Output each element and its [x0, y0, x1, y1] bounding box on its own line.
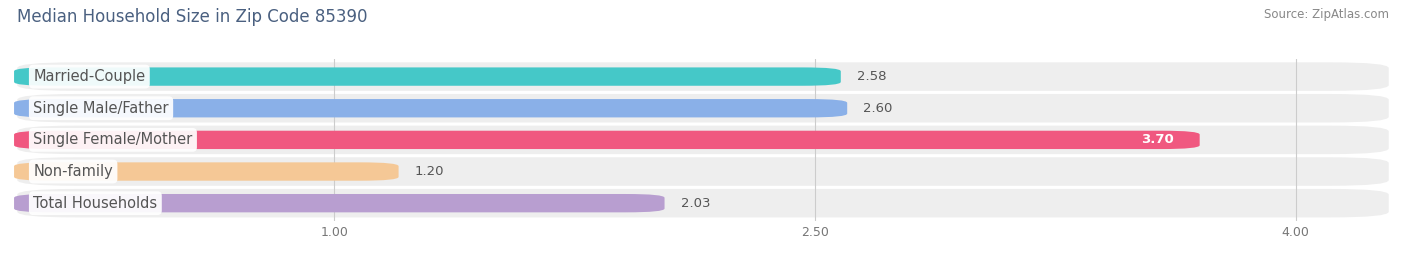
- FancyBboxPatch shape: [17, 94, 1389, 122]
- Text: 1.20: 1.20: [415, 165, 444, 178]
- FancyBboxPatch shape: [14, 194, 665, 212]
- FancyBboxPatch shape: [14, 68, 841, 86]
- FancyBboxPatch shape: [17, 157, 1389, 186]
- FancyBboxPatch shape: [17, 189, 1389, 217]
- FancyBboxPatch shape: [17, 126, 1389, 154]
- Text: Single Female/Mother: Single Female/Mother: [34, 132, 193, 147]
- Text: Non-family: Non-family: [34, 164, 112, 179]
- Text: 3.70: 3.70: [1142, 133, 1174, 146]
- FancyBboxPatch shape: [14, 99, 848, 117]
- Text: Total Households: Total Households: [34, 196, 157, 211]
- Text: 2.60: 2.60: [863, 102, 893, 115]
- FancyBboxPatch shape: [17, 62, 1389, 91]
- Text: Median Household Size in Zip Code 85390: Median Household Size in Zip Code 85390: [17, 8, 367, 26]
- Text: 2.58: 2.58: [856, 70, 886, 83]
- Text: Single Male/Father: Single Male/Father: [34, 101, 169, 116]
- Text: Married-Couple: Married-Couple: [34, 69, 145, 84]
- FancyBboxPatch shape: [14, 131, 1199, 149]
- FancyBboxPatch shape: [14, 162, 398, 181]
- Text: 2.03: 2.03: [681, 197, 710, 210]
- Text: Source: ZipAtlas.com: Source: ZipAtlas.com: [1264, 8, 1389, 21]
